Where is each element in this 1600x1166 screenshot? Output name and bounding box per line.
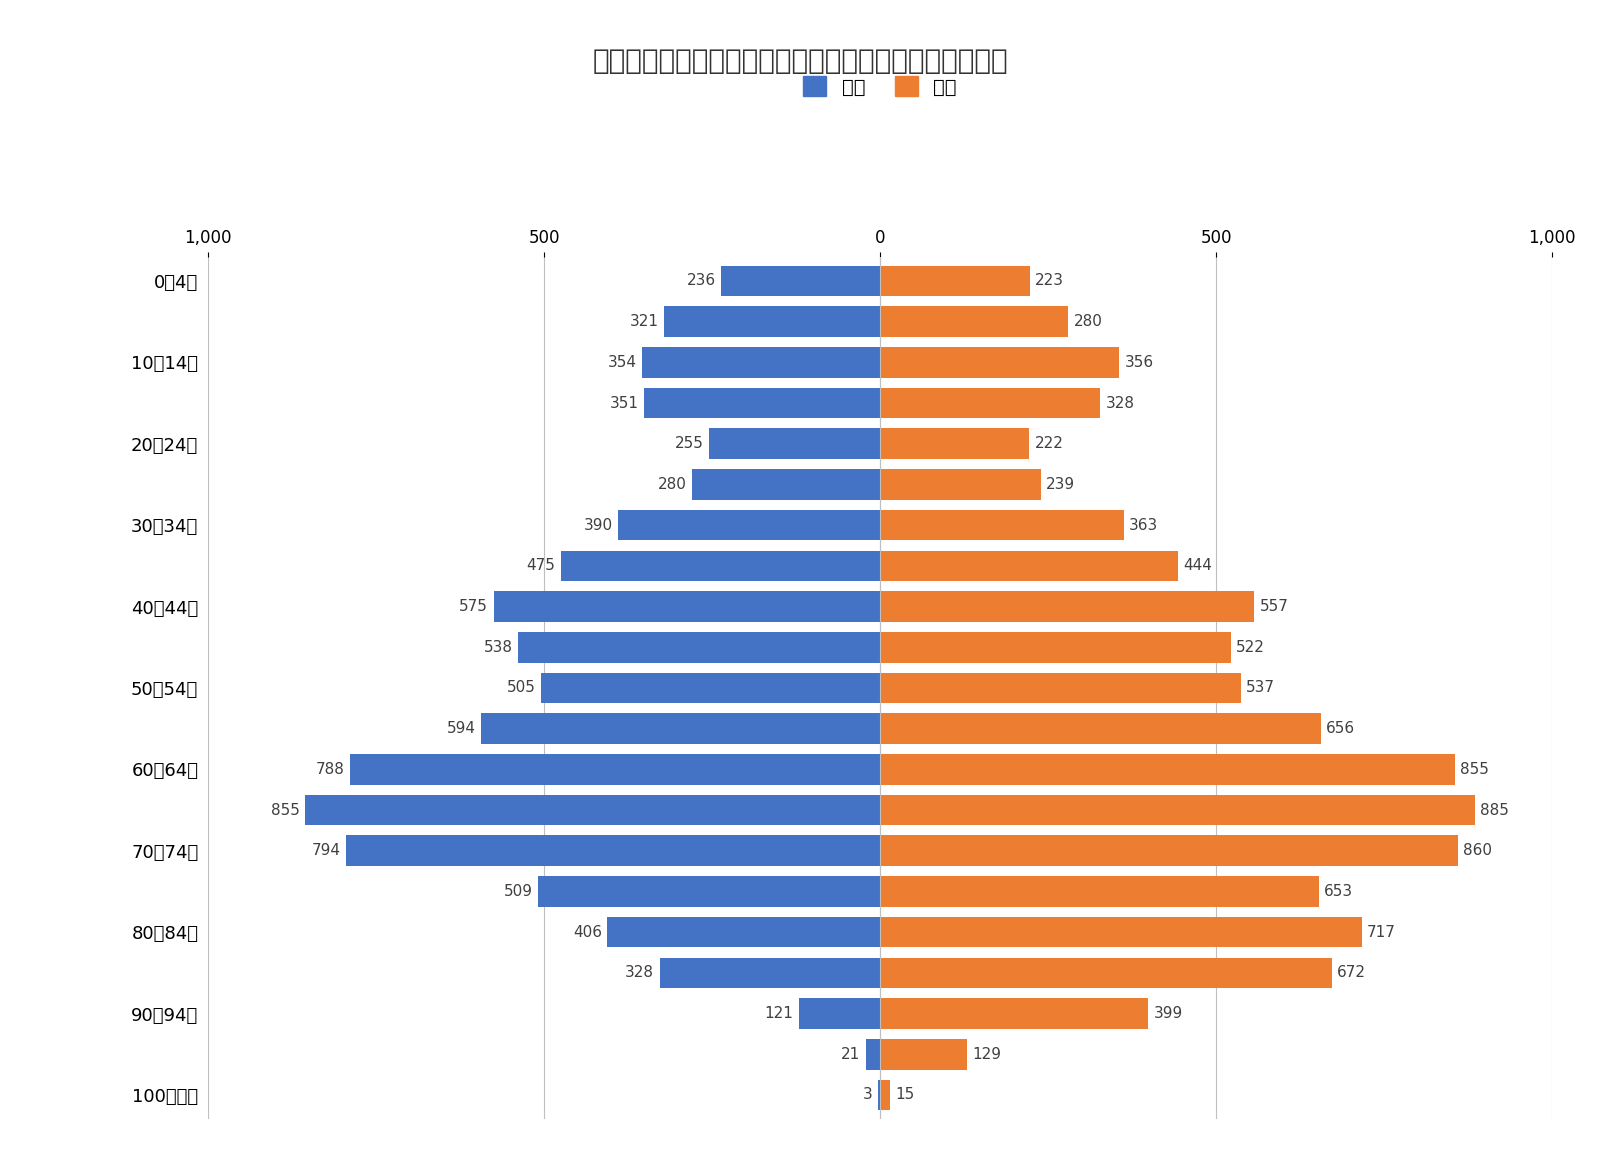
Text: 717: 717 — [1366, 925, 1397, 940]
Text: 475: 475 — [526, 559, 555, 574]
Text: 522: 522 — [1237, 640, 1266, 655]
Bar — [880, 388, 1101, 419]
Bar — [880, 876, 1318, 907]
Bar — [880, 795, 1475, 826]
Text: 399: 399 — [1154, 1006, 1182, 1021]
Text: 354: 354 — [608, 354, 637, 370]
Bar — [880, 632, 1230, 662]
Text: 575: 575 — [459, 599, 488, 614]
Bar — [866, 1039, 880, 1069]
Text: 3: 3 — [862, 1088, 872, 1102]
Text: 855: 855 — [1459, 761, 1490, 777]
Text: 672: 672 — [1338, 965, 1366, 981]
Text: 860: 860 — [1464, 843, 1493, 858]
Text: 363: 363 — [1130, 518, 1158, 533]
Bar — [880, 428, 1029, 459]
Bar — [880, 1039, 966, 1069]
Text: 222: 222 — [1035, 436, 1064, 451]
Bar — [880, 1080, 890, 1110]
Bar — [642, 347, 880, 378]
Text: 280: 280 — [658, 477, 686, 492]
Text: 328: 328 — [1106, 395, 1134, 410]
Bar — [880, 998, 1149, 1028]
Text: 328: 328 — [626, 965, 654, 981]
Bar — [709, 428, 880, 459]
Text: 21: 21 — [842, 1047, 861, 1062]
Bar — [880, 266, 1030, 296]
Bar — [880, 836, 1458, 866]
Text: 321: 321 — [630, 314, 659, 329]
Text: 356: 356 — [1125, 354, 1154, 370]
Text: 537: 537 — [1246, 681, 1275, 695]
Text: 390: 390 — [584, 518, 613, 533]
Text: 794: 794 — [312, 843, 341, 858]
Bar — [306, 795, 880, 826]
Bar — [880, 510, 1123, 540]
Bar — [880, 591, 1254, 621]
Bar — [691, 469, 880, 500]
Text: 653: 653 — [1325, 884, 1354, 899]
Text: 509: 509 — [504, 884, 533, 899]
Bar — [664, 307, 880, 337]
Text: 121: 121 — [765, 1006, 794, 1021]
Bar — [493, 591, 880, 621]
Bar — [880, 307, 1069, 337]
Text: 280: 280 — [1074, 314, 1102, 329]
Text: 557: 557 — [1259, 599, 1288, 614]
Text: 788: 788 — [317, 761, 346, 777]
Text: 15: 15 — [896, 1088, 915, 1102]
Bar — [880, 916, 1362, 948]
Bar — [606, 916, 880, 948]
Bar — [618, 510, 880, 540]
Text: 223: 223 — [1035, 274, 1064, 288]
Text: 885: 885 — [1480, 802, 1509, 817]
Text: 656: 656 — [1326, 721, 1355, 736]
Text: 406: 406 — [573, 925, 602, 940]
Text: 594: 594 — [446, 721, 475, 736]
Bar — [538, 876, 880, 907]
Bar — [878, 1080, 880, 1110]
Text: 239: 239 — [1046, 477, 1075, 492]
Bar — [518, 632, 880, 662]
Text: 505: 505 — [506, 681, 536, 695]
Bar — [482, 714, 880, 744]
Bar — [645, 388, 880, 419]
Bar — [722, 266, 880, 296]
Bar — [880, 469, 1040, 500]
Text: 236: 236 — [686, 274, 717, 288]
Bar — [880, 347, 1120, 378]
Bar — [880, 673, 1242, 703]
Text: 351: 351 — [610, 395, 638, 410]
Bar — [798, 998, 880, 1028]
Legend: 男性, 女性: 男性, 女性 — [803, 77, 957, 97]
Bar — [880, 957, 1331, 988]
Bar — [880, 550, 1178, 581]
Bar — [880, 754, 1454, 785]
Bar — [347, 836, 880, 866]
Bar — [560, 550, 880, 581]
Text: 855: 855 — [270, 802, 301, 817]
Text: 129: 129 — [973, 1047, 1002, 1062]
Text: ２０２０年　美郷町　国勢調査　人口ピラミッドグラフ: ２０２０年 美郷町 国勢調査 人口ピラミッドグラフ — [592, 47, 1008, 75]
Bar — [659, 957, 880, 988]
Bar — [350, 754, 880, 785]
Text: 538: 538 — [485, 640, 514, 655]
Text: 255: 255 — [674, 436, 704, 451]
Bar — [541, 673, 880, 703]
Text: 444: 444 — [1184, 559, 1213, 574]
Bar — [880, 714, 1322, 744]
